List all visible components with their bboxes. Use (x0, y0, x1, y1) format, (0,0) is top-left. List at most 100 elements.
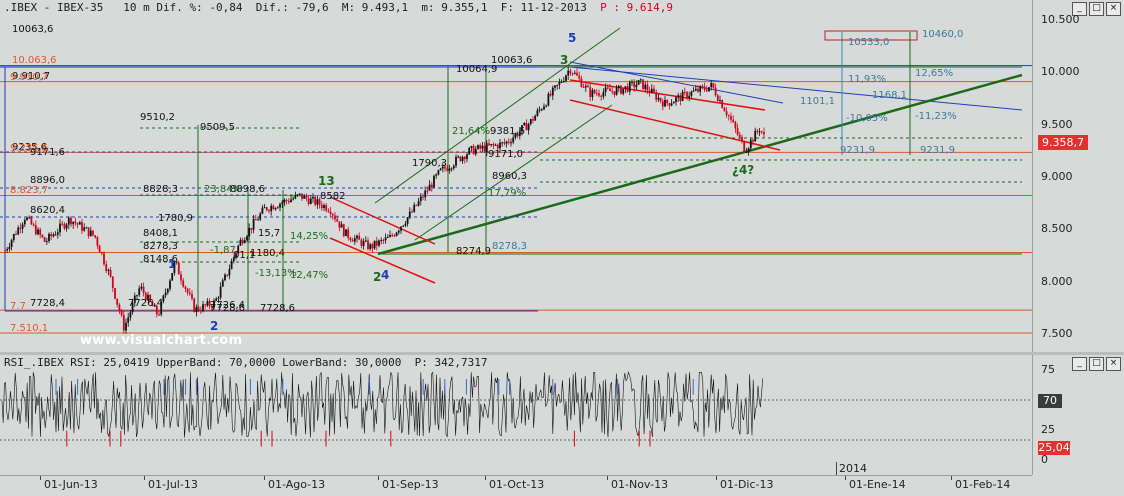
candle-body (400, 226, 402, 231)
rsi-minimize-button[interactable]: _ (1072, 357, 1087, 371)
annotation-label: -11,23% (915, 111, 957, 122)
candle-body (510, 142, 512, 144)
green-channel-upper (374, 27, 621, 204)
candle-body (463, 156, 466, 160)
time-axis[interactable]: 01-Jun-13 01-Jul-13 01-Ago-13 01-Sep-13 01-O… (0, 462, 1032, 496)
red-channel-upper-2 (569, 79, 766, 111)
candle-body (70, 217, 72, 225)
candle-body (173, 262, 176, 274)
candle-body (217, 297, 220, 299)
candle-body (131, 303, 134, 313)
candle-body (534, 115, 537, 121)
candle-body (604, 87, 607, 93)
candle-body (439, 168, 442, 171)
candle-body (228, 269, 231, 276)
candle-body (571, 73, 574, 75)
candle-body (705, 89, 708, 92)
level-label: 7.510,1 (10, 323, 48, 334)
rsi-axis[interactable]: _ □ × 7550250 (1032, 355, 1124, 475)
candle-body (235, 253, 237, 258)
candle-body (26, 217, 28, 221)
candle-body (547, 93, 550, 106)
candle-body (470, 146, 473, 148)
candle-body (666, 99, 669, 104)
candle-body (107, 269, 110, 271)
annotation-label: 8278,3 (492, 241, 527, 252)
candle-body (404, 223, 407, 226)
candle-body (391, 234, 394, 236)
watermark: www.visualchart.com (80, 333, 243, 348)
rsi-maximize-button[interactable]: □ (1089, 357, 1104, 371)
wave-label: 4 (381, 268, 389, 282)
candle-body (756, 130, 759, 132)
wave-label: ¿4? (732, 163, 754, 177)
candle-body (732, 119, 735, 122)
rsi-last-tag: 25,04 (1038, 441, 1070, 455)
rsi-close-button[interactable]: × (1106, 357, 1121, 371)
rsi-panel[interactable]: RSI_.IBEX RSI: 25,0419 UpperBand: 70,000… (0, 355, 1032, 475)
candle-body (353, 238, 356, 242)
candle-body (287, 200, 290, 203)
annotation-label: 1790,3 (412, 158, 447, 169)
candle-body (721, 100, 724, 109)
candle-body (149, 294, 152, 302)
candle-body (653, 88, 655, 93)
price-tick-label: 8.500 (1041, 222, 1073, 236)
annotation-label: 9231,9 (920, 145, 955, 156)
annotation-label: 9171,6 (30, 147, 65, 158)
candle-body (351, 240, 354, 242)
candle-body (48, 233, 50, 242)
price-panel[interactable]: 10063,6 9.910,7 9510,2 9509,5 9235,6 9171,6 88… (0, 0, 1032, 352)
wave-label: 13 (318, 174, 335, 188)
annotation-label: 10460,0 (922, 29, 963, 40)
price-tick-label: 9.500 (1041, 117, 1073, 131)
candle-body (395, 232, 398, 236)
price-tick-label: 7.500 (1041, 327, 1073, 340)
annotation-label: 8408,1 (143, 228, 178, 239)
wave-label: 5 (568, 31, 576, 45)
candle-body (45, 241, 48, 243)
price-axis[interactable]: _ □ × 10.500 10.000 9.500 9.000 8.500 8.000 7.… (1032, 0, 1124, 352)
candle-body (723, 108, 726, 112)
candle-body (417, 201, 420, 206)
candle-body (312, 196, 314, 199)
candle-body (309, 198, 312, 204)
target-box (824, 30, 918, 41)
annotation-label: -1,87 (210, 245, 236, 256)
panel-splitter[interactable] (0, 352, 1124, 355)
annotation-label: 9510,2 (140, 112, 175, 123)
annotation-label: 9.910,7 (12, 71, 50, 82)
annotation-label: 1180,4 (250, 248, 285, 259)
candle-body (171, 273, 174, 281)
annotation-label: 10064,9 (456, 64, 497, 75)
candle-body (257, 219, 259, 221)
candle-body (345, 229, 347, 237)
candle-body (408, 211, 411, 218)
candle-body (672, 101, 675, 104)
candle-body (272, 205, 275, 210)
candlestick-series[interactable] (4, 66, 765, 334)
candle-body (703, 86, 706, 90)
candle-body (567, 70, 570, 76)
candle-body (100, 252, 103, 254)
time-tick-label: 01-Oct-13 (489, 478, 545, 491)
maximize-button[interactable]: □ (1089, 2, 1104, 16)
candle-body (65, 224, 68, 229)
candle-body (230, 261, 233, 270)
candle-body (578, 75, 581, 79)
minimize-button[interactable]: _ (1072, 2, 1087, 16)
time-tick-mark (264, 476, 265, 480)
candle-body (191, 294, 193, 299)
candle-body (633, 81, 636, 88)
candle-body (39, 229, 42, 235)
candle-body (589, 87, 592, 97)
candle-body (611, 91, 614, 93)
time-tick-label: 01-Sep-13 (382, 478, 439, 491)
candle-body (323, 205, 325, 209)
close-button[interactable]: × (1106, 2, 1121, 16)
trend-lines[interactable] (0, 27, 1023, 312)
time-tick-label: 01-Ago-13 (268, 478, 326, 491)
rsi-chart[interactable] (0, 355, 1032, 475)
candle-body (281, 202, 284, 204)
